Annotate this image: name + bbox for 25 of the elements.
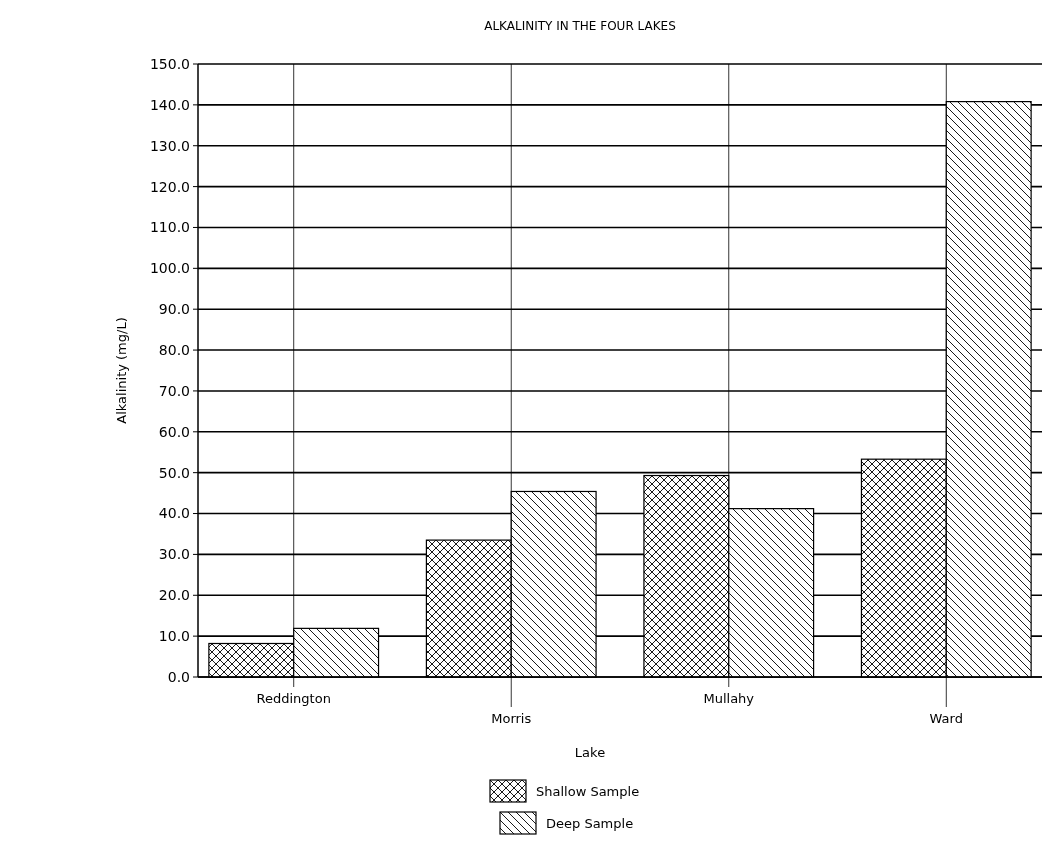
legend-label: Shallow Sample <box>536 783 640 799</box>
y-tick-label: 0.0 <box>167 668 190 685</box>
x-tick-label: Morris <box>491 711 532 726</box>
chart-title: ALKALINITY IN THE FOUR LAKES <box>484 19 676 33</box>
y-tick-label: 90.0 <box>158 301 190 318</box>
y-tick-label: 130.0 <box>149 137 190 154</box>
y-tick-label: 80.0 <box>158 341 190 358</box>
y-tick-label: 100.0 <box>149 260 190 277</box>
y-tick-label: 40.0 <box>158 505 190 522</box>
y-tick-label: 10.0 <box>158 628 190 645</box>
y-tick-label: 30.0 <box>158 546 190 563</box>
x-tick-label: Mullahy <box>703 691 755 706</box>
y-tick-label: 50.0 <box>158 464 190 481</box>
y-tick-label: 140.0 <box>149 96 190 113</box>
x-tick-label: Ward <box>929 711 963 726</box>
legend-label: Deep Sample <box>546 815 634 831</box>
y-axis-title: Alkalinity (mg/L) <box>114 317 129 424</box>
x-axis-title: Lake <box>574 745 606 760</box>
y-tick-label: 120.0 <box>149 178 190 195</box>
y-tick-label: 60.0 <box>158 423 190 440</box>
y-tick-label: 20.0 <box>158 587 190 604</box>
y-tick-label: 150.0 <box>149 55 190 72</box>
x-tick-label: Reddington <box>256 691 331 706</box>
y-tick-label: 110.0 <box>149 219 190 236</box>
y-tick-label: 70.0 <box>158 382 190 399</box>
